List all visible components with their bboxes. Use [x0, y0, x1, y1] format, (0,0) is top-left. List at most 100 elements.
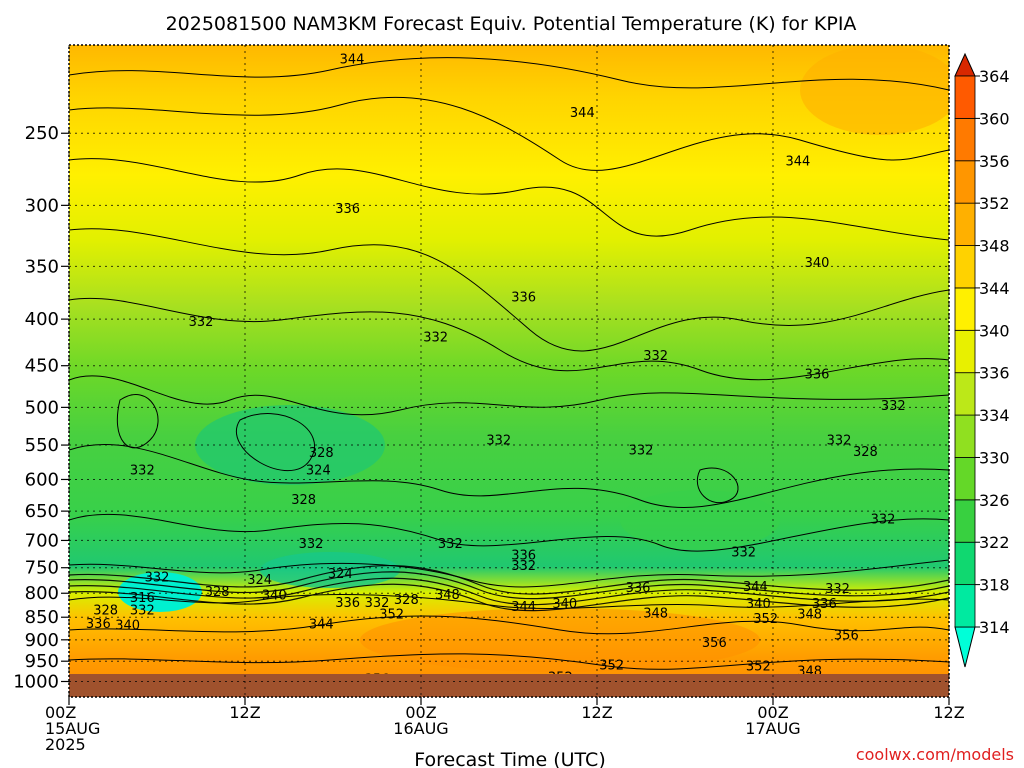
contour-label: 332: [871, 512, 896, 527]
y-tick-label: 550: [25, 435, 59, 456]
colorbar-label: 356: [979, 152, 1010, 171]
cool-pocket-low-2: [260, 552, 400, 588]
colorbar-segment: [954, 202, 976, 246]
contour-label: 332: [365, 596, 390, 611]
contour-label: 340: [115, 619, 140, 634]
x-tick-label: 12Z: [229, 703, 260, 722]
contour-label: 332: [731, 546, 756, 561]
colorbar-segment: [954, 372, 976, 416]
colorbar-label: 348: [979, 237, 1010, 256]
contour-label: 348: [797, 607, 822, 622]
colorbar-label: 352: [979, 194, 1010, 213]
colorbar-label: 314: [979, 618, 1010, 637]
y-tick-label: 900: [25, 630, 59, 651]
contour-label: 356: [702, 636, 727, 651]
warm-boundary-layer: [360, 608, 760, 672]
y-tick-label: 600: [25, 469, 59, 490]
colorbar-segment: [954, 584, 976, 628]
y-axis: 2503003504004505005506006507007508008509…: [13, 123, 69, 692]
colorbar-label: 330: [979, 448, 1010, 467]
contour-label: 332: [130, 463, 155, 478]
contour-label: 324: [247, 573, 272, 588]
contour-label: 332: [881, 399, 906, 414]
contour-label: 352: [379, 607, 404, 622]
contour-label: 336: [805, 368, 830, 383]
x-tick-label: 12Z: [933, 703, 964, 722]
contour-label: 340: [262, 589, 287, 604]
colorbar-label: 344: [979, 279, 1010, 298]
y-tick-label: 250: [25, 123, 59, 144]
y-tick-label: 800: [25, 583, 59, 604]
contour-label: 340: [746, 597, 771, 612]
colorbar-label: 336: [979, 364, 1010, 383]
dense-contour-band: [69, 565, 949, 612]
contour-label: 332: [438, 537, 463, 552]
contour-label: 332: [486, 433, 511, 448]
colorbar-segment: [954, 329, 976, 374]
colorbar-label: 364: [979, 67, 1010, 86]
contour-label: 328: [93, 604, 118, 619]
contour-label: 328: [205, 585, 230, 600]
colorbar-segment: [954, 160, 976, 204]
contour-label: 332: [511, 559, 536, 574]
colorbar: 314 318 322 326 330 334 336 340 344 348 352 356 360 3…: [954, 52, 1010, 668]
plot-frame: [68, 44, 950, 698]
contour-label: 352: [753, 612, 778, 627]
colorbar-segment: [954, 457, 976, 501]
contour-label: 332: [145, 571, 170, 586]
colorbar-segment: [954, 245, 976, 289]
colorbar-segment: [954, 117, 976, 162]
contour-label: 336: [511, 548, 536, 563]
x-tick-label: 12Z: [581, 703, 612, 722]
y-tick-label: 1000: [13, 671, 59, 692]
colorbar-segment: [954, 414, 976, 458]
colorbar-label: 334: [979, 406, 1010, 425]
contour-label: 332: [827, 433, 852, 448]
contour-label: 328: [291, 493, 316, 508]
y-tick-label: 350: [25, 256, 59, 277]
contour-label: 316: [130, 591, 155, 606]
cool-pocket-right: [620, 490, 780, 550]
contour-label: 348: [435, 588, 460, 603]
contour-label: 332: [130, 604, 155, 619]
contour-label: 348: [643, 607, 668, 622]
y-tick-label: 450: [25, 356, 59, 377]
x-tick-label: 17AUG: [745, 719, 800, 738]
colorbar-label: 360: [979, 109, 1010, 128]
contour-label: 332: [825, 582, 850, 597]
y-tick-label: 750: [25, 558, 59, 579]
contour-label: 352: [599, 659, 624, 674]
y-tick-label: 300: [25, 195, 59, 216]
colorbar-label: 340: [979, 321, 1010, 340]
contour-label: 336: [335, 596, 360, 611]
contour-label: 344: [743, 580, 768, 595]
contour-label: 352: [746, 659, 771, 674]
contour-label: 340: [805, 256, 830, 271]
x-axis-label: Forecast Time (UTC): [414, 749, 605, 768]
contour-label: 344: [340, 53, 365, 68]
contour-label: 344: [511, 600, 536, 615]
credit-text: coolwx.com/models: [856, 745, 1014, 764]
contour-label: 324: [306, 463, 331, 478]
contour-label: 332: [423, 331, 448, 346]
contour-label: 344: [786, 155, 811, 170]
colorbar-label: 322: [979, 533, 1010, 552]
x-tick-label: 16AUG: [393, 719, 448, 738]
cool-pocket-mid: [195, 405, 385, 485]
warm-top-right: [800, 45, 949, 135]
contour-label: 344: [309, 618, 334, 633]
contour-label: 328: [394, 593, 419, 608]
colorbar-segment: [954, 541, 976, 586]
contour-label: 328: [853, 445, 878, 460]
y-tick-label: 500: [25, 397, 59, 418]
chart-title: 2025081500 NAM3KM Forecast Equiv. Potent…: [166, 13, 857, 35]
contour-label: 336: [86, 617, 111, 632]
colorbar-cap-bottom: [954, 626, 976, 668]
contour-label: 332: [299, 537, 324, 552]
contour-label: 332: [189, 315, 214, 330]
contour-label: 328: [309, 446, 334, 461]
colorbar-segment: [954, 499, 976, 543]
colorbar-label: 318: [979, 576, 1010, 595]
